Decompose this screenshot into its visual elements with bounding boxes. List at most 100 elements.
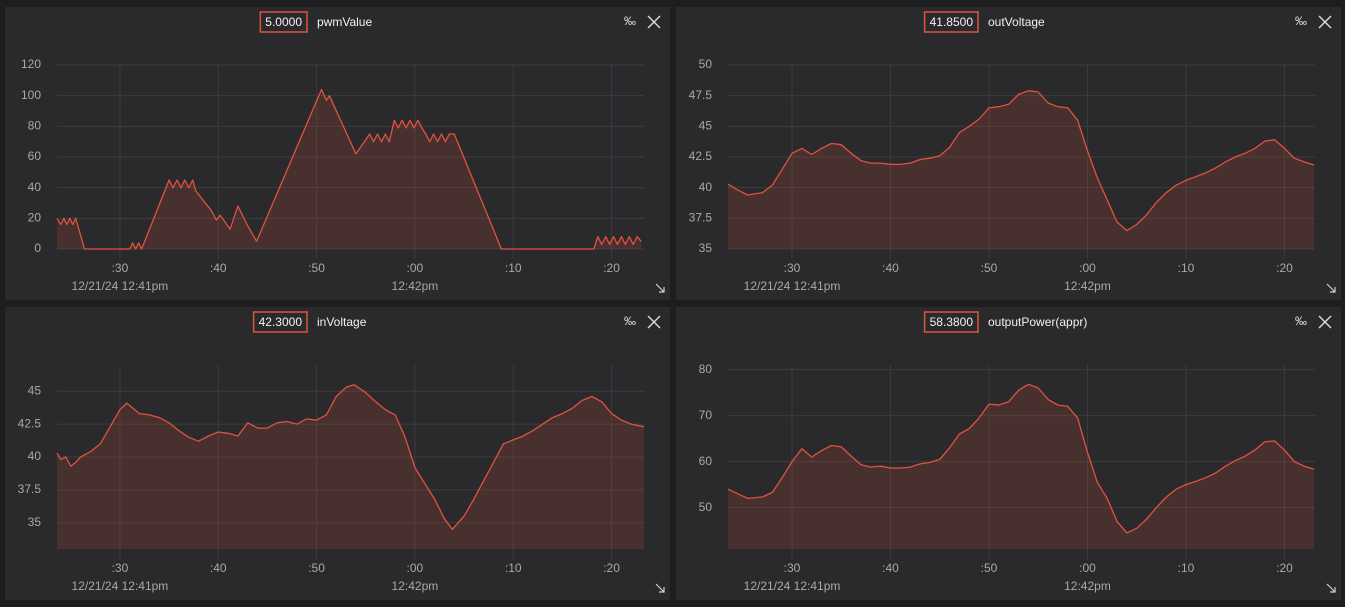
series-line	[56, 88, 642, 250]
series-area	[728, 384, 1314, 549]
chart-title: pwmValue	[317, 15, 372, 29]
y-tick-label: 40	[28, 180, 42, 194]
x-secondary-label: 12:42pm	[1064, 279, 1111, 293]
y-tick-label: 45	[699, 119, 713, 133]
current-value-box	[259, 11, 308, 33]
y-tick-label: 20	[28, 211, 42, 225]
x-tick-label: :40	[210, 561, 227, 575]
current-value: 41.8500	[930, 15, 974, 29]
chart-title: inVoltage	[317, 315, 367, 329]
resize-icon	[1326, 583, 1336, 593]
x-secondary-label: 12:42pm	[1064, 579, 1111, 593]
panel-background	[5, 7, 670, 300]
current-value-box	[923, 311, 979, 333]
unit-toggle[interactable]: ‰	[1295, 14, 1307, 28]
chart-panel: 5.0000 pwmValue ‰ 0 20 40 60 80 100 120 :30 :40 :50:…	[5, 7, 670, 300]
current-value: 58.3800	[930, 315, 974, 329]
x-tick-label: :20	[1276, 561, 1293, 575]
x-tick-label: :40	[882, 561, 899, 575]
x-tick-label: :10	[505, 561, 522, 575]
unit-toggle[interactable]: ‰	[624, 14, 636, 28]
y-tick-label: 45	[28, 383, 42, 397]
x-tick-label: :40	[210, 261, 227, 275]
current-value: 5.0000	[265, 15, 302, 29]
y-tick-label: 50	[699, 500, 713, 514]
unit-toggle[interactable]: ‰	[624, 314, 636, 328]
x-tick-label: :30	[112, 561, 129, 575]
x-tick-label: :00	[407, 561, 424, 575]
x-tick-label: :00	[1079, 561, 1096, 575]
y-tick-label: 120	[21, 57, 41, 71]
x-secondary-label: 12/21/24 12:41pm	[744, 579, 841, 593]
panel-background	[676, 7, 1341, 300]
x-secondary-label: 12/21/24 12:41pm	[72, 279, 169, 293]
current-value-box	[252, 311, 308, 333]
y-tick-label: 80	[28, 119, 42, 133]
current-value-box	[923, 11, 979, 33]
y-tick-label: 70	[699, 408, 713, 422]
x-tick-label: :30	[784, 561, 801, 575]
x-secondary-label: 12:42pm	[392, 579, 439, 593]
x-secondary-label: 12/21/24 12:41pm	[744, 279, 841, 293]
y-tick-label: 60	[28, 149, 42, 163]
y-tick-label: 100	[21, 88, 41, 102]
y-tick-label: 47.5	[689, 88, 713, 102]
y-tick-label: 60	[699, 454, 713, 468]
series-area	[57, 89, 642, 249]
close-icon-stroke	[647, 315, 661, 329]
y-tick-label: 42.5	[18, 416, 42, 430]
resize-handle[interactable]	[1326, 583, 1336, 593]
close-icon-stroke	[647, 15, 661, 29]
resize-handle[interactable]	[1326, 283, 1336, 293]
chart-panel: 41.8500 outVoltage ‰ 35 37.5 40 42.5 45 47.5 50 :3…	[676, 7, 1341, 300]
y-tick-label: 80	[699, 362, 713, 376]
series-line	[727, 383, 1315, 534]
resize-icon	[655, 283, 665, 293]
y-tick-label: 37.5	[689, 211, 713, 225]
y-tick-label: 50	[699, 57, 713, 71]
series-area	[57, 384, 644, 549]
panel-background	[676, 307, 1341, 600]
resize-icon	[1326, 283, 1336, 293]
close-button[interactable]	[1318, 315, 1332, 329]
x-tick-label: :20	[603, 261, 620, 275]
resize-icon	[655, 583, 665, 593]
chart-panel: 42.3000 inVoltage ‰ 35 37.5 40 42.5 45 :30 :40 :50…	[5, 307, 670, 600]
x-tick-label: :50	[981, 261, 998, 275]
chart-panel: 58.3800 outputPower(appr) ‰ 50 60 70 80:30:40:…	[676, 307, 1341, 600]
resize-handle[interactable]	[655, 283, 665, 293]
y-tick-label: 37.5	[18, 482, 42, 496]
y-tick-label: 35	[699, 241, 713, 255]
x-tick-label: :10	[1178, 561, 1195, 575]
chart-title: outVoltage	[988, 15, 1045, 29]
x-tick-label: :50	[981, 561, 998, 575]
y-tick-label: 35	[28, 515, 42, 529]
x-tick-label: :10	[1178, 261, 1195, 275]
x-tick-label: :30	[112, 261, 129, 275]
x-tick-label: :00	[407, 261, 424, 275]
close-icon-stroke	[1318, 315, 1332, 329]
close-icon-stroke	[1318, 15, 1332, 29]
y-tick-label: 0	[34, 241, 41, 255]
y-tick-label: 42.5	[689, 149, 713, 163]
series-line	[727, 90, 1315, 232]
x-tick-label: :20	[1276, 261, 1293, 275]
x-tick-label: :50	[308, 561, 325, 575]
x-tick-label: :30	[784, 261, 801, 275]
close-button[interactable]	[1318, 15, 1332, 29]
x-tick-label: :50	[308, 261, 325, 275]
x-tick-label: :00	[1079, 261, 1096, 275]
y-tick-label: 40	[28, 449, 42, 463]
y-tick-label: 40	[699, 180, 713, 194]
close-button[interactable]	[647, 15, 661, 29]
resize-handle[interactable]	[655, 583, 665, 593]
panel-background	[5, 307, 670, 600]
x-tick-label: :20	[603, 561, 620, 575]
x-secondary-label: 12:42pm	[392, 279, 439, 293]
current-value: 42.3000	[259, 315, 303, 329]
unit-toggle[interactable]: ‰	[1295, 314, 1307, 328]
series-line	[56, 384, 645, 530]
close-button[interactable]	[647, 315, 661, 329]
